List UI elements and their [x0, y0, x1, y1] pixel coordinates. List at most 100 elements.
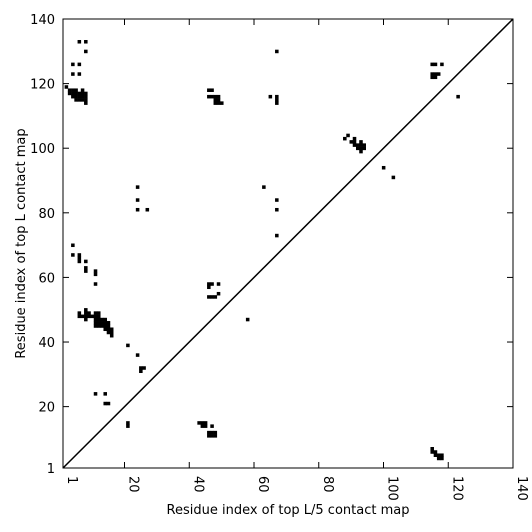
- contact-marker: [84, 39, 88, 44]
- contact-marker: [355, 143, 360, 147]
- contact-marker: [71, 91, 75, 96]
- x-axis: 1 20 40 60 80 100 120 140: [62, 19, 529, 501]
- contact-marker: [84, 308, 88, 312]
- contact-marker: [106, 330, 111, 335]
- contact-marker: [203, 421, 208, 425]
- contact-marker: [430, 72, 434, 76]
- contact-marker: [74, 94, 78, 99]
- contact-marker: [84, 91, 88, 96]
- contact-marker: [77, 256, 82, 260]
- contact-marker: [103, 321, 108, 325]
- contact-marker: [440, 456, 444, 461]
- y-axis-title: Residue index of top L contact map: [14, 128, 29, 358]
- contact-marker: [77, 39, 82, 44]
- contact-marker: [210, 424, 214, 428]
- contact-marker: [93, 317, 98, 322]
- contact-marker: [106, 321, 111, 325]
- contact-marker: [210, 282, 214, 286]
- contact-marker: [77, 62, 82, 67]
- contact-marker: [84, 259, 88, 264]
- contact-marker: [359, 149, 363, 154]
- contact-marker: [135, 198, 140, 202]
- contact-marker: [103, 324, 108, 328]
- contact-marker: [84, 311, 88, 315]
- contact-marker: [77, 259, 82, 264]
- contact-marker: [100, 321, 104, 325]
- plot-frame: [62, 18, 514, 469]
- contact-marker: [96, 314, 101, 319]
- contact-marker: [275, 198, 279, 202]
- contact-marker: [433, 453, 438, 457]
- contact-marker: [200, 424, 205, 428]
- contact-marker: [216, 94, 221, 99]
- contact-marker: [84, 49, 88, 54]
- contact-marker: [207, 434, 211, 438]
- x-tick-label: 140: [514, 476, 529, 501]
- contact-marker: [430, 75, 434, 80]
- contact-marker: [126, 343, 130, 348]
- contact-marker: [71, 62, 75, 67]
- contact-marker: [275, 233, 279, 238]
- contact-marker: [433, 72, 438, 76]
- contact-marker: [343, 136, 347, 141]
- contact-marker: [245, 317, 250, 322]
- contact-marker: [135, 207, 140, 212]
- contact-marker: [77, 253, 82, 257]
- contact-marker: [77, 91, 82, 96]
- contact-marker: [96, 311, 101, 315]
- contact-marker: [84, 98, 88, 102]
- contact-marker: [216, 291, 221, 296]
- contact-marker: [440, 453, 444, 457]
- contact-marker: [216, 98, 221, 102]
- y-tick-label: 60: [38, 271, 55, 286]
- contact-marker: [440, 62, 444, 67]
- contact-marker: [352, 140, 357, 144]
- x-tick-label: 60: [255, 476, 270, 493]
- contact-marker: [391, 175, 396, 180]
- contact-marker: [135, 353, 140, 357]
- contact-marker: [64, 85, 69, 89]
- contact-marker: [93, 282, 98, 286]
- contact-marker: [103, 317, 108, 322]
- contact-marker: [74, 88, 78, 92]
- contact-marker: [106, 327, 111, 332]
- contact-marker: [106, 324, 111, 328]
- contact-marker: [100, 317, 104, 322]
- contact-marker: [142, 366, 146, 370]
- contact-marker: [84, 269, 88, 273]
- contact-marker: [103, 401, 108, 406]
- contact-marker: [93, 269, 98, 273]
- contact-marker: [96, 317, 101, 322]
- contact-marker: [213, 101, 218, 105]
- contact-marker: [359, 143, 363, 147]
- contact-marker: [126, 424, 130, 428]
- contact-marker: [433, 450, 438, 454]
- contact-marker: [262, 185, 266, 189]
- y-tick-label: 1: [47, 462, 55, 477]
- contact-marker: [145, 207, 150, 212]
- contact-marker: [67, 91, 72, 96]
- contact-marker: [436, 453, 441, 457]
- contact-marker: [275, 94, 279, 99]
- contact-marker: [207, 295, 211, 299]
- contact-marker: [84, 314, 88, 319]
- contact-marker: [77, 94, 82, 99]
- contact-marker: [207, 430, 211, 435]
- contact-marker: [207, 94, 211, 99]
- y-tick-label: 120: [30, 78, 55, 93]
- contact-marker: [135, 185, 140, 189]
- x-tick-label: 80: [320, 476, 335, 493]
- y-tick-label: 20: [38, 401, 55, 416]
- contact-marker: [433, 75, 438, 80]
- contact-marker: [77, 98, 82, 102]
- contact-marker: [87, 314, 91, 319]
- contact-marker: [71, 72, 75, 76]
- contact-marker: [275, 101, 279, 105]
- contact-marker: [210, 88, 214, 92]
- contact-marker: [213, 94, 218, 99]
- contact-marker: [430, 447, 434, 451]
- contact-marker: [90, 314, 95, 319]
- contact-marker: [220, 101, 224, 105]
- contact-marker: [349, 140, 354, 144]
